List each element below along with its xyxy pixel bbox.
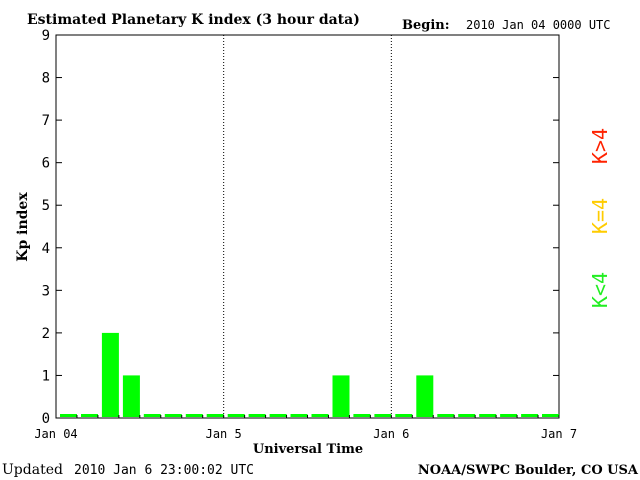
y-tick-label: 0 — [42, 411, 50, 427]
x-tick-label: Jan 5 — [206, 427, 242, 441]
kp-bar — [332, 375, 350, 417]
y-tick-label: 7 — [42, 113, 50, 129]
x-axis-label: Universal Time — [253, 442, 363, 457]
kp-bar — [395, 414, 413, 417]
kp-bars — [60, 332, 559, 417]
kp-bar — [248, 414, 266, 417]
x-tick-label: Jan 6 — [373, 427, 409, 441]
kp-bar — [353, 414, 371, 417]
y-tick-label: 4 — [42, 241, 50, 257]
updated-label: Updated — [2, 462, 63, 478]
kp-bar — [416, 375, 434, 417]
kp-bar — [101, 332, 119, 417]
y-tick-label: 9 — [42, 28, 50, 44]
kp-bar — [164, 414, 182, 417]
legend-k-greater-4: K>4 — [588, 128, 612, 164]
kp-bar — [500, 414, 518, 417]
day-dividers — [223, 35, 392, 418]
y-axis-label: Kp index — [15, 192, 31, 262]
kp-bar — [269, 414, 287, 417]
updated-value: 2010 Jan 6 23:00:02 UTC — [74, 463, 254, 478]
kp-bar — [143, 414, 161, 417]
x-tick-label: Jan 04 — [34, 427, 77, 441]
kp-bar — [542, 414, 559, 417]
kp-bar — [185, 414, 203, 417]
y-tick-label: 3 — [42, 283, 50, 299]
kp-bar — [60, 414, 77, 417]
y-tick-label: 1 — [42, 368, 50, 384]
begin-value: 2010 Jan 04 0000 UTC — [466, 18, 611, 32]
kp-bar — [227, 414, 245, 417]
y-tick-label: 5 — [42, 198, 50, 214]
y-tick-label: 8 — [42, 71, 50, 87]
kp-bar — [206, 414, 224, 417]
x-tick-label: Jan 7 — [541, 427, 577, 441]
y-tick-label: 6 — [42, 156, 50, 172]
kp-bar — [458, 414, 476, 417]
chart-title: Estimated Planetary K index (3 hour data… — [27, 12, 360, 28]
credit-text: NOAA/SWPC Boulder, CO USA — [418, 463, 639, 478]
begin-label: Begin: — [402, 18, 450, 33]
x-axis: Jan 04 Jan 5 Jan 6 Jan 7 — [34, 415, 577, 441]
kp-bar — [122, 375, 140, 417]
legend-k-equal-4: K=4 — [588, 198, 612, 234]
kp-bar — [374, 414, 392, 417]
y-axis: 0 1 2 3 4 5 6 7 8 9 — [42, 28, 559, 427]
kp-bar — [81, 414, 98, 417]
y-tick-label: 2 — [42, 326, 50, 342]
kp-bar — [437, 414, 455, 417]
legend-k-less-4: K<4 — [588, 272, 612, 308]
plot-frame — [55, 34, 560, 419]
kp-bar — [521, 414, 539, 417]
kp-bar — [290, 414, 308, 417]
kp-bar — [479, 414, 497, 417]
kp-bar — [311, 414, 329, 417]
